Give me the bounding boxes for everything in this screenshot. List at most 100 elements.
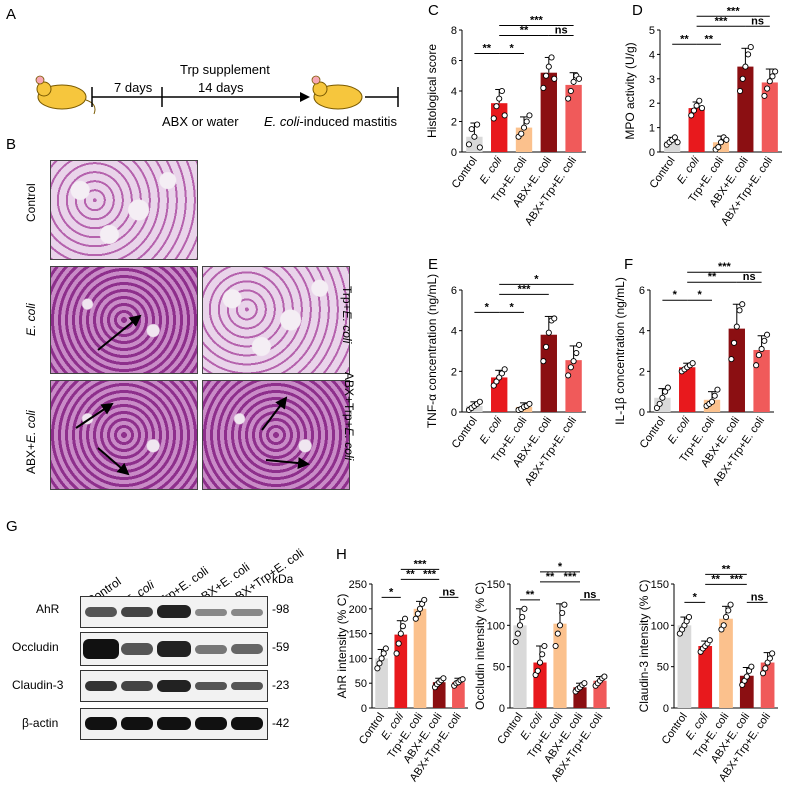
data-point bbox=[731, 339, 738, 346]
y-tick-label: 50 bbox=[355, 678, 367, 690]
data-point bbox=[576, 341, 583, 348]
blot-row-ahr bbox=[80, 596, 268, 628]
y-tick-label: 1 bbox=[649, 123, 655, 135]
data-point bbox=[717, 139, 725, 146]
data-point bbox=[412, 615, 419, 622]
data-point bbox=[374, 665, 381, 672]
data-point bbox=[459, 676, 466, 683]
timeline-arrow-icon bbox=[300, 92, 310, 102]
y-tick-label: 2 bbox=[639, 366, 645, 378]
blot-protein-label: AhR bbox=[36, 602, 60, 616]
data-point bbox=[720, 622, 727, 629]
significance-label: ** bbox=[526, 589, 535, 601]
data-point bbox=[523, 118, 530, 125]
data-point bbox=[715, 144, 722, 151]
significance-label: * bbox=[697, 289, 702, 301]
y-tick-label: 0 bbox=[499, 703, 505, 715]
data-point bbox=[565, 95, 572, 102]
bar bbox=[540, 334, 557, 412]
panel-label-a: A bbox=[6, 6, 17, 23]
data-point bbox=[567, 364, 574, 371]
data-point bbox=[543, 72, 550, 79]
bar bbox=[491, 103, 508, 152]
significance-label: *** bbox=[518, 283, 532, 295]
y-tick-label: 100 bbox=[487, 620, 505, 632]
label-trp-supplement: Trp supplement bbox=[180, 62, 270, 77]
y-tick-label: 4 bbox=[451, 86, 457, 98]
data-point bbox=[526, 400, 533, 407]
data-point bbox=[498, 370, 505, 377]
bar bbox=[452, 682, 465, 708]
data-point bbox=[570, 78, 577, 85]
data-point bbox=[761, 92, 768, 99]
label-7-days: 7 days bbox=[114, 80, 153, 95]
significance-label: * bbox=[693, 591, 698, 603]
y-tick-label: 200 bbox=[349, 604, 367, 616]
y-tick-label: 250 bbox=[349, 579, 367, 591]
bar bbox=[719, 618, 733, 708]
y-tick-label: 0 bbox=[649, 147, 655, 159]
data-point bbox=[543, 343, 550, 350]
data-point bbox=[421, 596, 428, 603]
significance-label: ** bbox=[680, 33, 689, 45]
data-point bbox=[759, 670, 767, 677]
data-point bbox=[476, 398, 483, 405]
data-point bbox=[501, 112, 508, 119]
data-point bbox=[551, 75, 558, 82]
data-point bbox=[498, 87, 505, 95]
y-tick-label: 3 bbox=[649, 74, 655, 86]
data-point bbox=[490, 115, 497, 122]
bar bbox=[753, 349, 770, 412]
data-point bbox=[706, 637, 713, 644]
data-point bbox=[722, 614, 730, 621]
data-point bbox=[567, 87, 574, 95]
data-point bbox=[769, 73, 776, 80]
data-point bbox=[565, 372, 572, 379]
data-point bbox=[493, 103, 500, 110]
y-tick-label: 8 bbox=[451, 25, 457, 37]
y-axis-label: IL-1β concentration (ng/mL) bbox=[613, 277, 627, 425]
data-point bbox=[747, 44, 754, 51]
x-tick-label: Control bbox=[638, 415, 668, 451]
mouse-icon-left bbox=[35, 75, 96, 115]
significance-label: *** bbox=[530, 14, 544, 26]
data-point bbox=[534, 667, 541, 674]
data-point bbox=[576, 75, 583, 82]
data-point bbox=[714, 386, 721, 393]
mouse-icon-right bbox=[311, 75, 363, 110]
panel-label-e: E bbox=[428, 256, 439, 273]
blot-row-beta-actin bbox=[80, 708, 268, 740]
data-point bbox=[761, 337, 768, 344]
panel-label-f: F bbox=[624, 256, 634, 273]
data-point bbox=[540, 358, 547, 365]
x-tick-label: Control bbox=[450, 155, 480, 191]
y-tick-label: 150 bbox=[651, 579, 669, 591]
data-point bbox=[414, 610, 421, 617]
data-point bbox=[690, 107, 697, 114]
y-tick-label: 50 bbox=[493, 662, 505, 674]
blot-row-occludin bbox=[80, 632, 268, 666]
y-tick-label: 4 bbox=[451, 326, 457, 338]
significance-label: ** bbox=[722, 563, 731, 575]
significance-label: ns bbox=[584, 589, 597, 601]
y-axis-label: MPO activity (U/g) bbox=[623, 42, 637, 139]
y-tick-label: 0 bbox=[663, 703, 669, 715]
data-point bbox=[758, 345, 765, 353]
y-tick-label: 5 bbox=[649, 25, 655, 37]
data-point bbox=[559, 609, 566, 616]
data-point bbox=[725, 607, 732, 614]
label-abx-or-water: ABX or water bbox=[162, 114, 239, 129]
data-point bbox=[570, 358, 577, 365]
significance-label: ns bbox=[743, 271, 756, 283]
data-point bbox=[772, 68, 779, 75]
data-point bbox=[743, 673, 750, 680]
bar bbox=[761, 82, 778, 152]
y-axis-label: Histological score bbox=[425, 44, 439, 138]
y-axis-label: Claudin-3 intensity (% C) bbox=[637, 580, 651, 713]
data-point bbox=[378, 655, 385, 662]
